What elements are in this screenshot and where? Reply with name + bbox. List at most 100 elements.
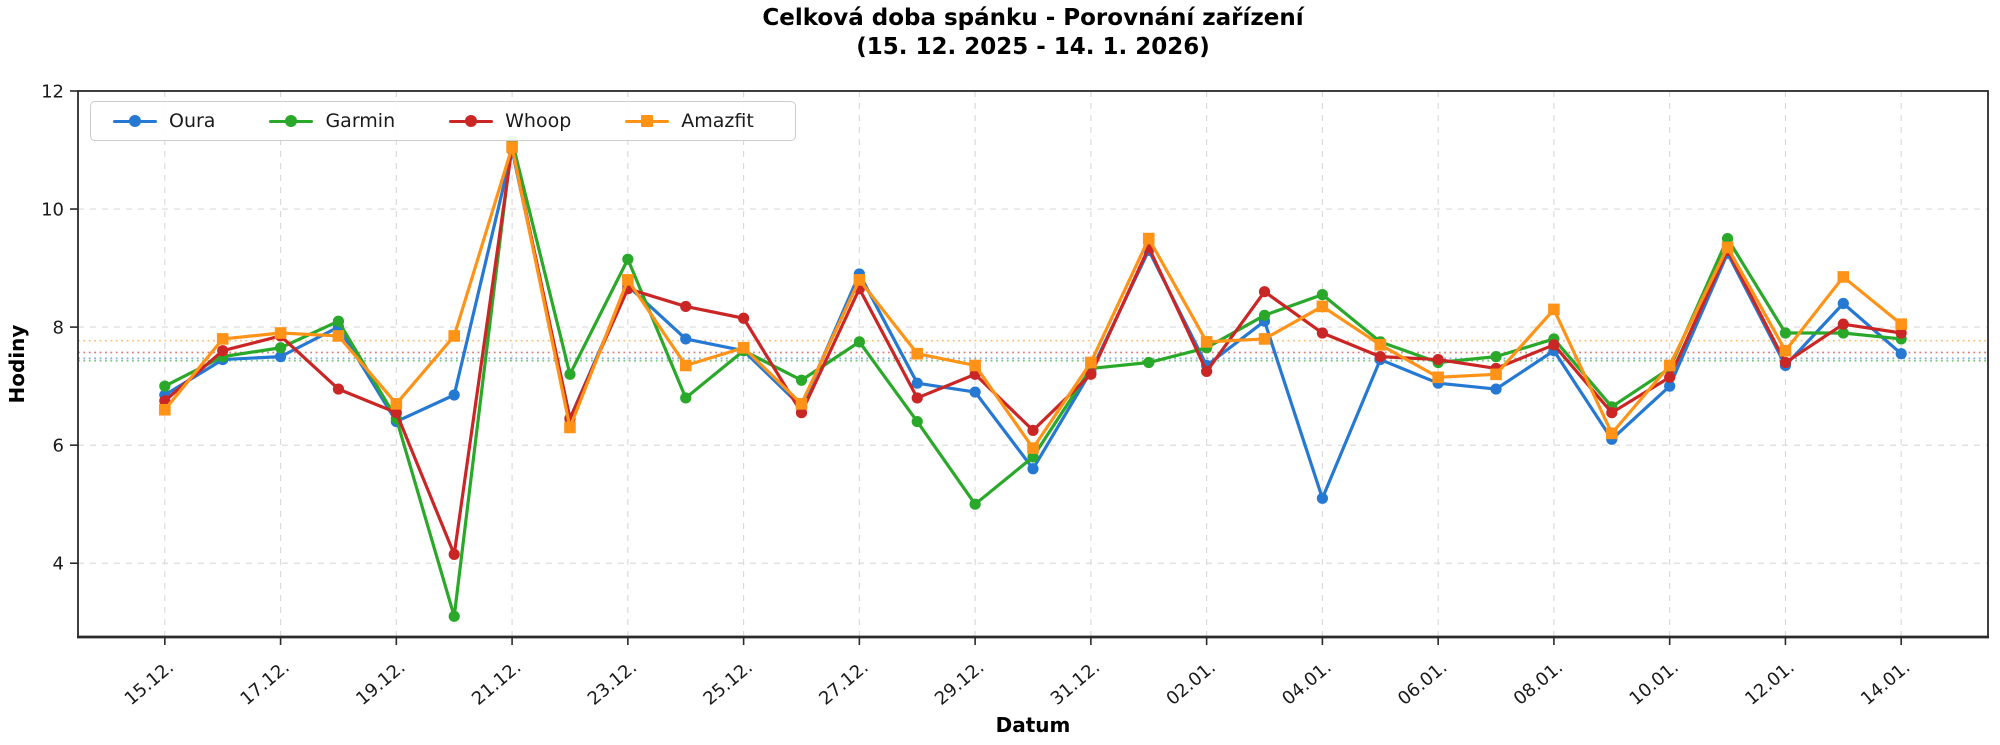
data-point-garmin xyxy=(1837,327,1849,339)
data-point-whoop xyxy=(1316,327,1328,339)
x-tick-label: 10.01. xyxy=(1626,657,1683,710)
x-tick-label: 23.12. xyxy=(584,657,641,710)
data-point-whoop xyxy=(1374,351,1386,363)
x-tick-label: 29.12. xyxy=(931,657,988,710)
x-tick-label: 12.01. xyxy=(1741,657,1798,710)
data-point-amazfit xyxy=(216,333,229,345)
data-point-garmin xyxy=(332,315,345,327)
legend-label-whoop: Whoop xyxy=(505,110,572,132)
data-point-amazfit xyxy=(564,421,576,434)
data-point-whoop xyxy=(332,383,345,395)
data-point-amazfit xyxy=(679,359,692,372)
data-point-whoop xyxy=(1837,318,1849,330)
data-point-whoop xyxy=(1895,327,1907,339)
data-point-garmin xyxy=(564,368,576,380)
y-tick-label: 10 xyxy=(41,200,64,221)
data-point-amazfit xyxy=(159,403,171,416)
x-tick-label: 31.12. xyxy=(1047,657,1104,710)
x-axis-label: Datum xyxy=(996,713,1071,737)
data-point-amazfit xyxy=(1663,359,1676,372)
oura-line-marker-icon xyxy=(113,114,157,128)
data-point-amazfit xyxy=(1027,442,1039,454)
data-point-amazfit xyxy=(853,274,866,286)
data-point-oura xyxy=(1027,463,1039,475)
data-point-whoop xyxy=(217,345,229,357)
data-point-garmin xyxy=(1490,351,1502,363)
data-point-amazfit xyxy=(1837,271,1850,283)
legend-label-amazfit: Amazfit xyxy=(681,110,754,132)
data-point-garmin xyxy=(1143,356,1155,369)
x-tick-label: 02.01. xyxy=(1162,657,1219,710)
data-point-whoop xyxy=(1027,424,1039,437)
data-point-garmin xyxy=(1027,451,1039,463)
chart-title: Celková doba spánku - Porovnání zařízení xyxy=(762,5,1304,31)
data-point-amazfit xyxy=(1200,336,1213,348)
x-tick-label: 19.12. xyxy=(352,657,409,710)
series-line-whoop xyxy=(163,145,1903,556)
data-point-amazfit xyxy=(1779,344,1792,357)
data-point-amazfit xyxy=(1721,241,1734,254)
data-point-amazfit xyxy=(1548,303,1560,316)
data-point-amazfit xyxy=(911,347,924,360)
data-point-garmin xyxy=(911,415,923,428)
x-tick-label: 14.01. xyxy=(1857,657,1914,710)
chart-subtitle: (15. 12. 2025 - 14. 1. 2026) xyxy=(856,34,1210,60)
data-point-whoop xyxy=(738,312,750,324)
y-axis-label: Hodiny xyxy=(5,325,29,404)
legend-label-oura: Oura xyxy=(169,110,216,132)
data-point-amazfit xyxy=(390,398,403,410)
data-point-garmin xyxy=(1258,309,1271,321)
data-point-amazfit xyxy=(622,274,634,286)
data-point-whoop xyxy=(1548,339,1560,351)
data-point-garmin xyxy=(1316,289,1328,301)
legend-item-whoop: Whoop xyxy=(449,110,571,132)
legend-item-garmin: Garmin xyxy=(269,110,395,132)
data-point-garmin xyxy=(1779,327,1792,339)
data-point-amazfit xyxy=(1374,339,1387,351)
data-point-whoop xyxy=(1664,371,1676,383)
data-point-whoop xyxy=(448,548,460,560)
legend-label-garmin: Garmin xyxy=(325,110,396,132)
data-point-whoop xyxy=(911,392,923,404)
data-point-amazfit xyxy=(737,341,750,354)
data-point-whoop xyxy=(680,300,692,313)
x-tick-label: 08.01. xyxy=(1510,657,1567,710)
data-point-oura xyxy=(1490,383,1502,395)
data-point-amazfit xyxy=(1432,371,1444,384)
data-point-amazfit xyxy=(795,398,808,410)
data-point-amazfit xyxy=(1085,356,1097,369)
data-point-amazfit xyxy=(1605,427,1618,440)
data-point-amazfit xyxy=(448,330,461,342)
chart-title-block: Celková doba spánku - Porovnání zařízení… xyxy=(78,4,1988,62)
data-point-oura xyxy=(969,386,981,398)
data-point-oura xyxy=(1316,492,1328,504)
legend: Oura Garmin Whoop Amazfit xyxy=(90,101,796,141)
data-point-garmin xyxy=(159,380,171,392)
data-point-amazfit xyxy=(1258,333,1271,345)
data-point-garmin xyxy=(795,374,808,386)
x-tick-label: 06.01. xyxy=(1394,657,1451,710)
x-tick-label: 15.12. xyxy=(121,657,178,710)
data-point-oura xyxy=(1664,380,1676,392)
data-point-oura xyxy=(1837,297,1849,310)
data-point-amazfit xyxy=(1316,300,1329,313)
data-point-whoop xyxy=(390,407,402,419)
data-point-oura xyxy=(274,351,287,363)
data-point-garmin xyxy=(1721,232,1734,245)
x-tick-label: 04.01. xyxy=(1278,657,1335,710)
y-tick-label: 4 xyxy=(53,554,64,575)
data-point-whoop xyxy=(1085,368,1097,380)
data-point-oura xyxy=(1895,348,1907,360)
data-point-garmin xyxy=(969,498,981,510)
data-point-whoop xyxy=(1779,356,1792,369)
x-tick-label: 27.12. xyxy=(815,657,872,710)
data-point-garmin xyxy=(853,336,865,348)
data-point-oura xyxy=(680,333,692,345)
data-point-whoop xyxy=(1606,407,1618,419)
data-point-garmin xyxy=(274,342,287,354)
data-point-whoop xyxy=(1258,286,1271,298)
y-tick-label: 6 xyxy=(53,436,64,457)
series-line-amazfit xyxy=(163,145,1903,450)
